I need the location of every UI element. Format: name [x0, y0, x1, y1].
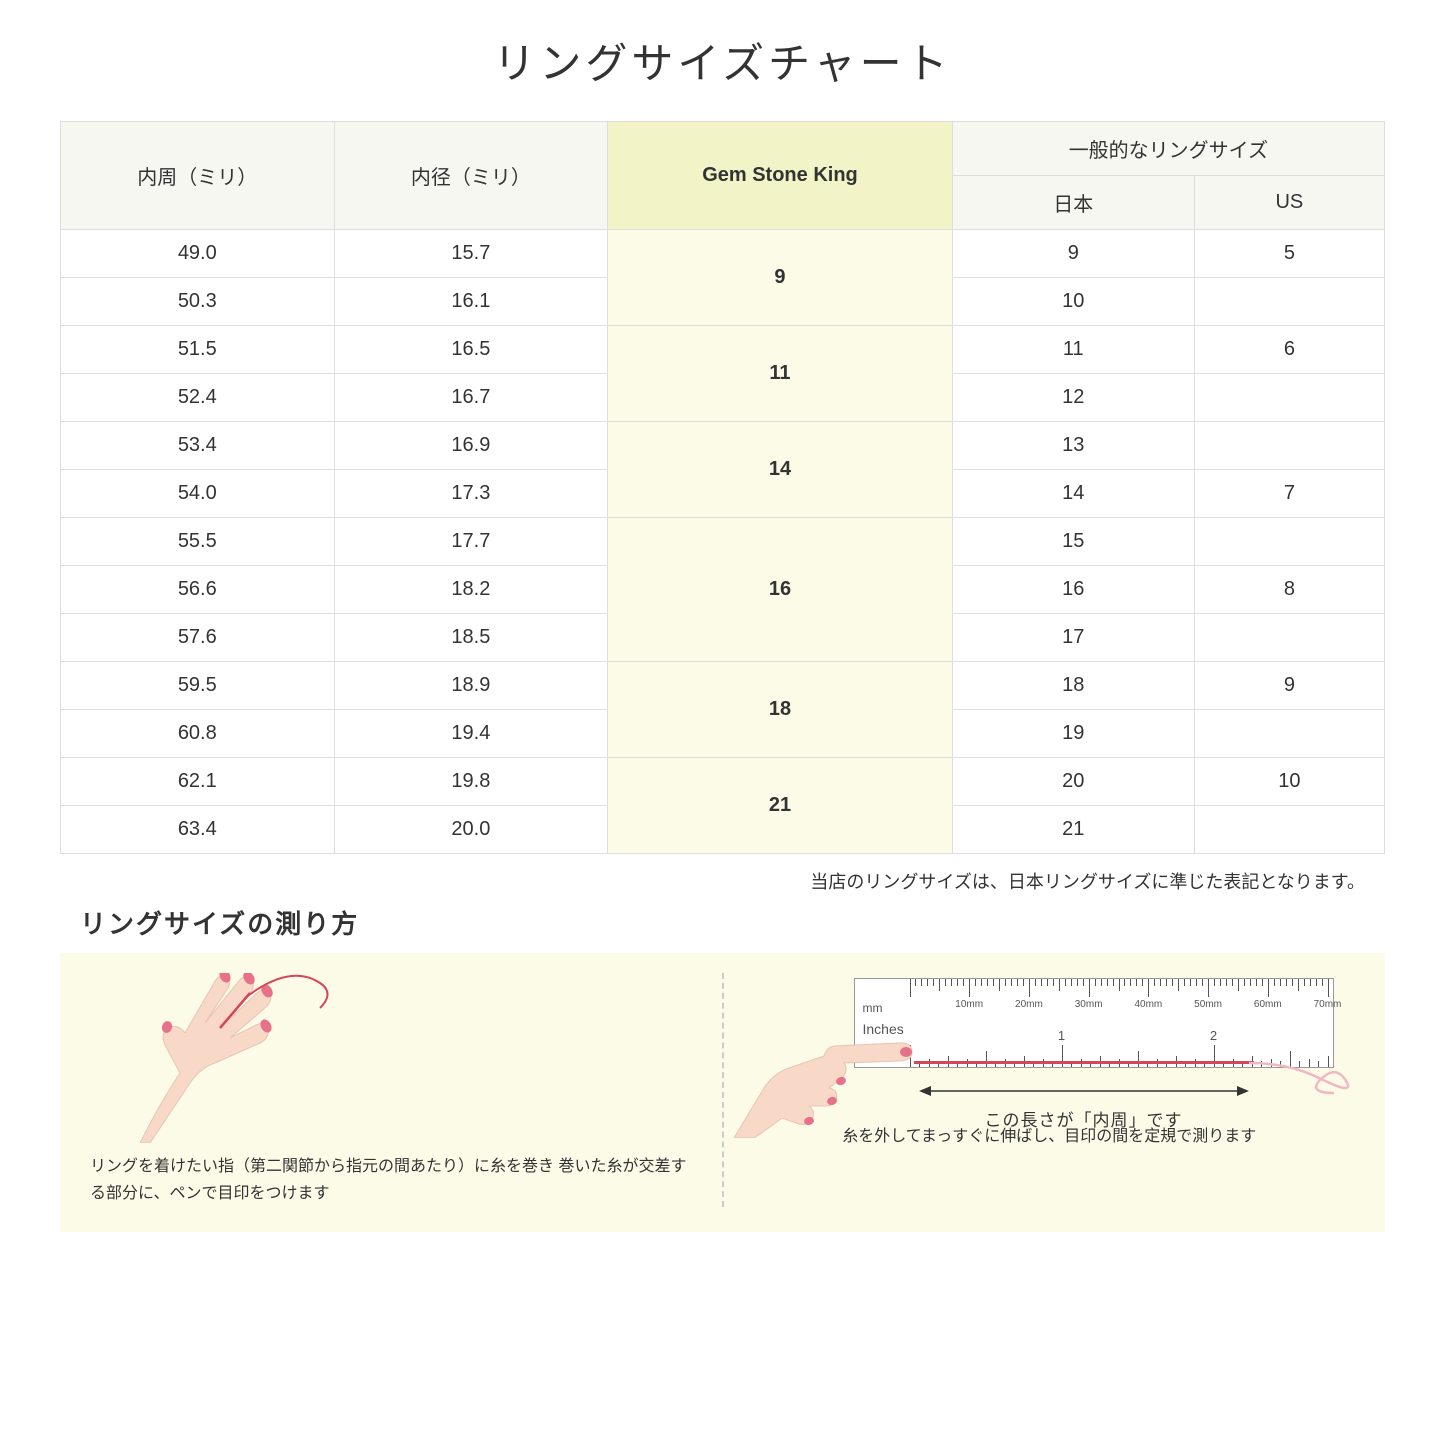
measurement-arrow: この長さが「内周」です	[919, 1083, 1249, 1131]
howto-panel: リングを着けたい指（第二関節から指元の間あたり）に糸を巻き 巻いた糸が交差する部…	[60, 953, 1385, 1232]
cell-circumference: 51.5	[61, 326, 335, 374]
cell-japan: 12	[952, 374, 1194, 422]
cell-us: 5	[1194, 230, 1384, 278]
cell-diameter: 16.1	[334, 278, 608, 326]
cell-us	[1194, 518, 1384, 566]
ruler-mm-label: 10mm	[955, 999, 983, 1010]
cell-circumference: 49.0	[61, 230, 335, 278]
ruler-mm-label: 20mm	[1015, 999, 1043, 1010]
col-gsk: Gem Stone King	[608, 122, 953, 230]
cell-us	[1194, 374, 1384, 422]
cell-japan: 14	[952, 470, 1194, 518]
cell-gsk: 16	[608, 518, 953, 662]
col-circumference: 内周（ミリ）	[61, 122, 335, 230]
cell-gsk: 18	[608, 662, 953, 758]
col-japan: 日本	[952, 176, 1194, 230]
cell-circumference: 60.8	[61, 710, 335, 758]
table-row: 55.517.71615	[61, 518, 1385, 566]
ruler-mm-label: 70mm	[1314, 999, 1342, 1010]
cell-us: 6	[1194, 326, 1384, 374]
cell-diameter: 17.3	[334, 470, 608, 518]
ruler-inch-label: 2	[1210, 1028, 1217, 1043]
howto-right: mm Inches 10mm20mm30mm40mm50mm60mm70mm 1…	[744, 973, 1356, 1207]
cell-japan: 11	[952, 326, 1194, 374]
cell-circumference: 54.0	[61, 470, 335, 518]
thread-line	[914, 1061, 1254, 1064]
table-row: 59.518.918189	[61, 662, 1385, 710]
cell-circumference: 62.1	[61, 758, 335, 806]
cell-circumference: 56.6	[61, 566, 335, 614]
ruler-mm-label: 50mm	[1194, 999, 1222, 1010]
cell-circumference: 59.5	[61, 662, 335, 710]
ruler-mm-label: 60mm	[1254, 999, 1282, 1010]
cell-diameter: 16.5	[334, 326, 608, 374]
ring-size-table: 内周（ミリ） 内径（ミリ） Gem Stone King 一般的なリングサイズ …	[60, 121, 1385, 854]
cell-gsk: 21	[608, 758, 953, 854]
cell-us	[1194, 278, 1384, 326]
cell-us	[1194, 710, 1384, 758]
cell-circumference: 52.4	[61, 374, 335, 422]
cell-japan: 9	[952, 230, 1194, 278]
ruler-mm-label: 40mm	[1134, 999, 1162, 1010]
cell-circumference: 50.3	[61, 278, 335, 326]
cell-diameter: 18.5	[334, 614, 608, 662]
ruler-mm-label: 30mm	[1075, 999, 1103, 1010]
cell-us	[1194, 614, 1384, 662]
cell-diameter: 19.4	[334, 710, 608, 758]
cell-diameter: 16.9	[334, 422, 608, 470]
cell-gsk: 9	[608, 230, 953, 326]
cell-japan: 21	[952, 806, 1194, 854]
cell-gsk: 11	[608, 326, 953, 422]
cell-japan: 13	[952, 422, 1194, 470]
howto-divider	[722, 973, 724, 1207]
thread-tail-icon	[1249, 1043, 1389, 1113]
cell-diameter: 17.7	[334, 518, 608, 566]
cell-circumference: 63.4	[61, 806, 335, 854]
howto-left-caption: リングを着けたい指（第二関節から指元の間あたり）に糸を巻き 巻いた糸が交差する部…	[90, 1153, 702, 1207]
cell-japan: 17	[952, 614, 1194, 662]
cell-diameter: 18.9	[334, 662, 608, 710]
cell-circumference: 53.4	[61, 422, 335, 470]
table-row: 51.516.511116	[61, 326, 1385, 374]
cell-us	[1194, 422, 1384, 470]
cell-japan: 20	[952, 758, 1194, 806]
cell-diameter: 18.2	[334, 566, 608, 614]
cell-us	[1194, 806, 1384, 854]
table-row: 53.416.91413	[61, 422, 1385, 470]
col-general: 一般的なリングサイズ	[952, 122, 1384, 176]
ruler-inch-label: 1	[1058, 1028, 1065, 1043]
cell-japan: 10	[952, 278, 1194, 326]
cell-us: 7	[1194, 470, 1384, 518]
hand-point-icon	[734, 1008, 924, 1138]
cell-circumference: 57.6	[61, 614, 335, 662]
col-diameter: 内径（ミリ）	[334, 122, 608, 230]
cell-us: 9	[1194, 662, 1384, 710]
cell-diameter: 19.8	[334, 758, 608, 806]
hand-wrap-icon	[90, 973, 450, 1143]
cell-circumference: 55.5	[61, 518, 335, 566]
cell-us: 8	[1194, 566, 1384, 614]
table-row: 49.015.7995	[61, 230, 1385, 278]
table-row: 62.119.8212010	[61, 758, 1385, 806]
col-us: US	[1194, 176, 1384, 230]
howto-title: リングサイズの測り方	[80, 904, 1385, 941]
cell-diameter: 16.7	[334, 374, 608, 422]
arrow-label: この長さが「内周」です	[919, 1106, 1249, 1131]
cell-japan: 15	[952, 518, 1194, 566]
table-note: 当店のリングサイズは、日本リングサイズに準じた表記となります。	[60, 868, 1385, 894]
howto-left: リングを着けたい指（第二関節から指元の間あたり）に糸を巻き 巻いた糸が交差する部…	[90, 973, 702, 1207]
cell-diameter: 15.7	[334, 230, 608, 278]
cell-japan: 16	[952, 566, 1194, 614]
cell-japan: 19	[952, 710, 1194, 758]
cell-gsk: 14	[608, 422, 953, 518]
cell-japan: 18	[952, 662, 1194, 710]
page-title: リングサイズチャート	[60, 30, 1385, 91]
cell-us: 10	[1194, 758, 1384, 806]
cell-diameter: 20.0	[334, 806, 608, 854]
